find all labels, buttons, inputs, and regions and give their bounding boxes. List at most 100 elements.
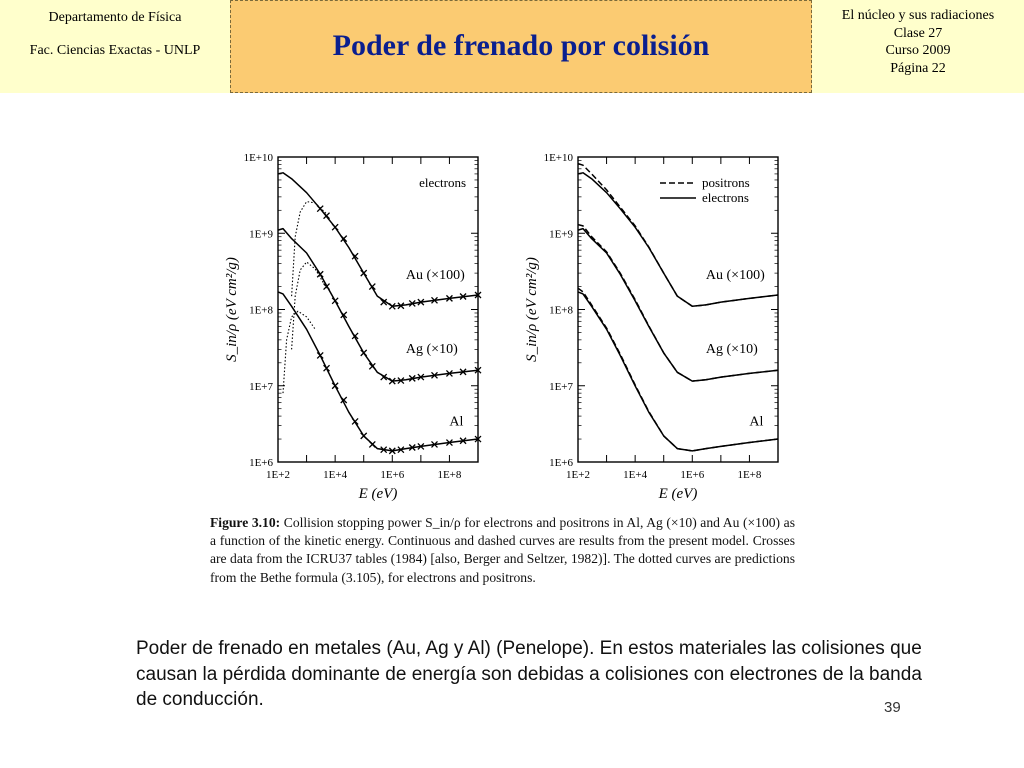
data-cross-marker — [360, 432, 368, 440]
series-annotation: Ag (×10) — [706, 342, 758, 357]
y-tick-label: 1E+9 — [249, 228, 273, 240]
x-tick-label: 1E+6 — [380, 469, 404, 481]
data-cross-marker — [316, 351, 324, 359]
data-cross-marker — [417, 298, 425, 306]
series-annotation: Ag (×10) — [406, 342, 458, 357]
data-cross-marker — [459, 293, 467, 300]
data-cross-marker — [474, 366, 482, 374]
y-tick-label: 1E+7 — [549, 381, 573, 393]
data-cross-marker — [380, 373, 388, 381]
data-cross-marker — [417, 373, 425, 381]
legend-label: electrons — [702, 190, 749, 205]
y-axis-label: S_in/ρ (eV cm²/g) — [224, 257, 240, 362]
data-cross-marker — [331, 223, 339, 231]
data-cross-marker — [368, 362, 376, 370]
data-cross-marker — [368, 440, 376, 448]
x-tick-label: 1E+8 — [437, 469, 461, 481]
x-tick-label: 1E+6 — [680, 469, 704, 481]
data-cross-marker — [397, 377, 405, 385]
data-cross-marker — [316, 270, 324, 278]
data-cross-marker — [474, 291, 482, 299]
series-line — [577, 291, 779, 452]
slide-number: 39 — [884, 699, 901, 716]
data-cross-marker — [431, 371, 438, 379]
data-cross-marker — [323, 212, 331, 220]
faculty-label: Fac. Ciencias Exactas - UNLP — [29, 43, 201, 58]
data-cross-marker — [459, 368, 467, 376]
x-tick-label: 1E+4 — [323, 469, 347, 481]
series-annotation: Al — [749, 415, 763, 430]
y-tick-label: 1E+6 — [549, 457, 573, 469]
series-line — [577, 162, 779, 308]
data-cross-marker — [408, 444, 416, 451]
data-cross-marker — [340, 396, 348, 404]
data-cross-marker — [431, 440, 438, 448]
data-cross-marker — [445, 369, 453, 377]
year-label: Curso 2009 — [885, 43, 951, 58]
header-center: Poder de frenado por colisión — [230, 0, 812, 93]
data-cross-marker — [388, 377, 396, 385]
description-text: Poder de frenado en metales (Au, Ag y Al… — [136, 638, 922, 710]
data-cross-marker — [474, 435, 482, 443]
data-cross-marker — [408, 300, 416, 307]
y-tick-label: 1E+10 — [544, 152, 574, 164]
series-line — [291, 201, 327, 297]
data-cross-marker — [351, 252, 359, 260]
y-tick-label: 1E+8 — [549, 305, 573, 317]
series-line — [277, 227, 479, 382]
series-line — [277, 172, 479, 308]
y-axis-label: S_in/ρ (eV cm²/g) — [524, 257, 540, 362]
data-cross-marker — [388, 302, 396, 310]
data-cross-marker — [397, 302, 405, 310]
data-cross-marker — [331, 382, 339, 390]
data-cross-marker — [380, 298, 388, 306]
series-annotation: Al — [449, 415, 463, 430]
data-cross-marker — [340, 311, 348, 319]
data-cross-marker — [380, 446, 388, 454]
series-line — [282, 310, 316, 394]
class-label: Clase 27 — [893, 25, 943, 41]
y-tick-label: 1E+6 — [249, 457, 273, 469]
data-cross-marker — [316, 205, 324, 213]
data-cross-marker — [351, 332, 359, 340]
series-line — [577, 287, 779, 452]
slide-title: Poder de frenado por colisión — [332, 29, 710, 62]
data-cross-marker — [388, 447, 396, 455]
x-tick-label: 1E+2 — [566, 469, 590, 481]
figure-caption-label: Figure 3.10: — [210, 515, 281, 530]
data-cross-marker — [360, 349, 368, 357]
plot-frame — [277, 156, 479, 463]
course-name-label: El núcleo y sus radiaciones — [841, 8, 995, 23]
series-line — [577, 227, 779, 382]
data-cross-marker — [331, 297, 339, 305]
data-cross-marker — [323, 364, 331, 372]
legend-label: positrons — [702, 175, 750, 190]
series-annotation: Au (×100) — [706, 268, 765, 283]
department-label: Departamento de Física — [48, 10, 182, 25]
x-tick-label: 1E+2 — [266, 469, 290, 481]
x-axis-label: E (eV) — [358, 486, 398, 502]
header-right: El núcleo y sus radiaciones Clase 27 Cur… — [812, 0, 1024, 93]
y-tick-label: 1E+7 — [249, 381, 273, 393]
data-cross-marker — [431, 296, 438, 304]
series-annotation: Au (×100) — [406, 268, 465, 283]
chart-positrons-electrons: 1E+6 1E+7 1E+8 1E+9 1E+10 1E+2 1E+4 1E+6 1E+8 E (… — [524, 152, 779, 502]
series-line — [277, 291, 479, 452]
data-cross-marker — [340, 235, 348, 243]
y-tick-label: 1E+8 — [249, 305, 273, 317]
figure-caption-text: Collision stopping power S_in/ρ for elec… — [210, 515, 795, 585]
data-cross-marker — [360, 269, 368, 277]
data-cross-marker — [397, 446, 405, 454]
legend-text: electrons — [419, 175, 466, 190]
chart-electrons: 1E+6 1E+7 1E+8 1E+9 1E+10 1E+2 1E+4 1E+6 1E+8 E (… — [224, 152, 482, 502]
page-label: Página 22 — [890, 60, 946, 76]
series-line — [577, 223, 779, 382]
data-cross-marker — [408, 374, 416, 382]
header-left: Departamento de Física Fac. Ciencias Exa… — [0, 0, 230, 93]
series-line — [291, 261, 327, 350]
x-axis-label: E (eV) — [658, 486, 698, 502]
y-tick-label: 1E+10 — [244, 152, 274, 164]
y-tick-label: 1E+9 — [549, 228, 573, 240]
data-cross-marker — [351, 418, 359, 425]
data-cross-marker — [368, 283, 376, 291]
